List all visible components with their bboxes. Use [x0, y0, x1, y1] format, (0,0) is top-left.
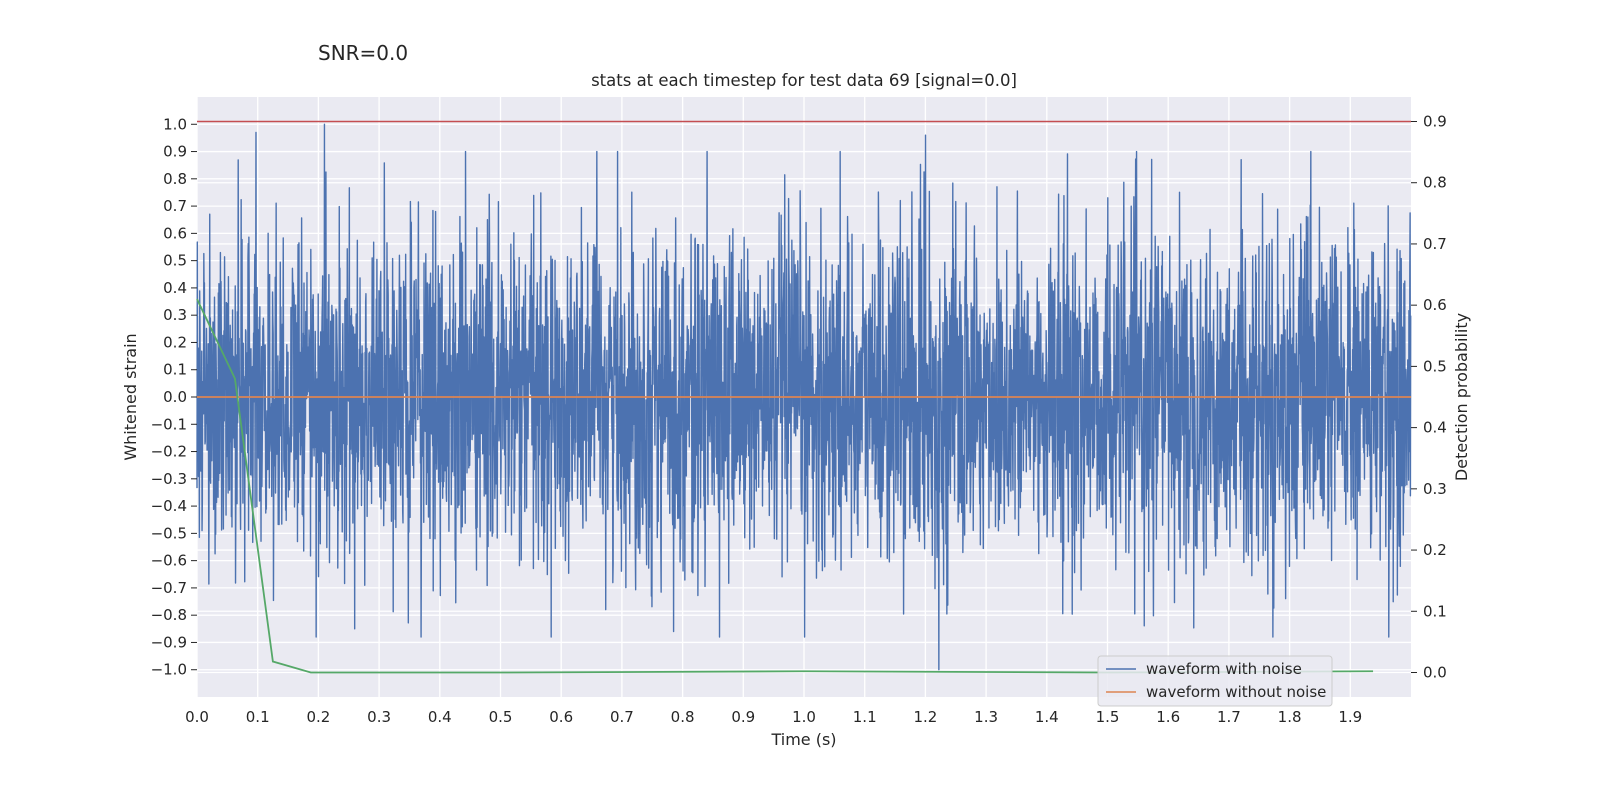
y-tick-label: 0.7: [163, 197, 187, 215]
series-layer: [196, 120, 1412, 674]
x-tick-label: 1.0: [792, 708, 816, 726]
series-line-detection-probability: [196, 298, 1374, 674]
x-tick-label: 1.3: [974, 708, 998, 726]
x-tick-label: 1.6: [1156, 708, 1180, 726]
x-tick-label: 0.6: [549, 708, 573, 726]
y-tick-label: 0.3: [163, 306, 187, 324]
y-tick-label: −1.0: [151, 661, 187, 679]
y2-axis-label: Detection probability: [1452, 313, 1471, 481]
y-tick-label: −0.5: [151, 524, 187, 542]
y-tick-label: −0.9: [151, 633, 187, 651]
legend-box: [1097, 655, 1333, 707]
x-tick-label: 0.0: [185, 708, 209, 726]
chart-suptitle: SNR=0.0: [318, 41, 408, 65]
y-tick-label: 1.0: [163, 115, 187, 133]
y-tick-label: 0.6: [163, 224, 187, 242]
y2-tick-label: 0.3: [1423, 480, 1447, 498]
y-axis-ticks: 1.0 0.9 0.8 0.7 0.6 0.5 0.4 0.3 0.2 0.1 0.0 −0.1 −0.…: [151, 115, 197, 679]
y2-tick-label: 0.1: [1423, 602, 1447, 620]
x-tick-label: 0.3: [367, 708, 391, 726]
x-tick-label: 1.2: [913, 708, 937, 726]
y2-tick-label: 0.6: [1423, 296, 1447, 314]
y-tick-label: −0.3: [151, 470, 187, 488]
y2-tick-label: 0.9: [1423, 112, 1447, 130]
x-tick-label: 1.8: [1278, 708, 1302, 726]
x-tick-label: 0.7: [610, 708, 634, 726]
x-tick-label: 1.4: [1035, 708, 1059, 726]
y-tick-label: 0.8: [163, 170, 187, 188]
y-tick-label: 0.2: [163, 333, 187, 351]
y2-tick-label: 0.7: [1423, 235, 1447, 253]
y-tick-label: 0.0: [163, 388, 187, 406]
legend-label-noise: waveform with noise: [1146, 660, 1302, 678]
y2-tick-label: 0.0: [1423, 664, 1447, 682]
y-tick-label: −0.6: [151, 552, 187, 570]
legend: waveform with noise waveform without noi…: [1097, 655, 1333, 707]
y-axis-label: Whitened strain: [121, 333, 140, 460]
x-tick-label: 0.5: [489, 708, 513, 726]
x-tick-label: 0.2: [306, 708, 330, 726]
y-tick-label: 0.9: [163, 143, 187, 161]
y-tick-label: 0.4: [163, 279, 187, 297]
y-tick-label: 0.1: [163, 361, 187, 379]
y2-tick-label: 0.5: [1423, 357, 1447, 375]
legend-label-clean: waveform without noise: [1146, 683, 1326, 701]
x-tick-label: 1.7: [1217, 708, 1241, 726]
x-tick-label: 1.1: [853, 708, 877, 726]
x-tick-label: 0.4: [428, 708, 452, 726]
x-tick-label: 0.8: [671, 708, 695, 726]
y-tick-label: −0.7: [151, 579, 187, 597]
y-tick-label: −0.2: [151, 443, 187, 461]
y-tick-label: −0.8: [151, 606, 187, 624]
y2-tick-label: 0.4: [1423, 419, 1447, 437]
x-tick-label: 1.5: [1096, 708, 1120, 726]
y-tick-label: 0.5: [163, 252, 187, 270]
y2-tick-label: 0.8: [1423, 174, 1447, 192]
y-tick-label: −0.1: [151, 415, 187, 433]
chart-title: stats at each timestep for test data 69 …: [591, 71, 1017, 90]
y-tick-label: −0.4: [151, 497, 187, 515]
y2-tick-label: 0.2: [1423, 541, 1447, 559]
y2-axis-ticks: 0.9 0.8 0.7 0.6 0.5 0.4 0.3 0.2 0.1 0.0: [1411, 112, 1447, 682]
x-axis-ticks: 0.0 0.1 0.2 0.3 0.4 0.5 0.6 0.7 0.8 0.9 1.0 1.1 1.2 1…: [185, 708, 1362, 726]
x-tick-label: 0.9: [731, 708, 755, 726]
x-axis-label: Time (s): [770, 730, 836, 749]
x-tick-label: 0.1: [246, 708, 270, 726]
x-tick-label: 1.9: [1338, 708, 1362, 726]
series-line-waveform-with-noise: [196, 123, 1412, 671]
